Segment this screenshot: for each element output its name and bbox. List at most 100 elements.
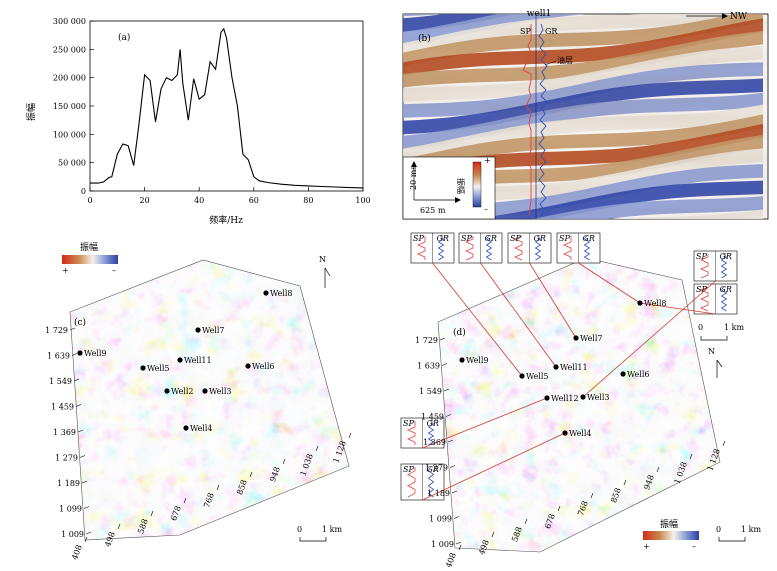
well-label: Well5	[526, 372, 549, 381]
panel-d-label: (d)	[453, 327, 466, 338]
y-tick-label: 1 279	[425, 464, 448, 473]
x-tick	[689, 453, 693, 460]
legend-plus: +	[643, 542, 650, 551]
scale-time: 20 ms	[409, 166, 418, 190]
log-inset: SP GR	[458, 232, 503, 264]
y-tick	[455, 541, 462, 545]
well-dot	[637, 300, 643, 306]
scale-km: 1 km	[741, 525, 761, 534]
scale-zero: 0	[698, 323, 703, 332]
legend-title: 振幅	[80, 241, 98, 253]
sp-curve	[699, 286, 709, 312]
callout-line	[529, 262, 577, 339]
well-dot	[77, 350, 83, 356]
y-tick-label: 1 009	[431, 540, 454, 549]
sp-curve	[699, 254, 709, 279]
well-dot	[263, 290, 269, 296]
well-label: Well3	[209, 387, 232, 396]
x-tick	[590, 492, 594, 499]
plot-frame	[89, 20, 364, 192]
y-ticks: 0 50 000 100 000 150 000 200 000 250 000 300 0…	[53, 17, 94, 196]
y-tick-label: 1 729	[415, 336, 438, 345]
well-label: Well6	[252, 362, 275, 371]
y-tick	[75, 404, 82, 407]
scale-zero: 0	[716, 525, 721, 534]
well-dot	[164, 388, 170, 394]
legend-title: 振幅	[660, 518, 678, 530]
x-tick	[315, 445, 319, 452]
callout-line	[422, 397, 548, 449]
y-tick-label: 1 549	[49, 377, 72, 386]
sp-label: SP	[559, 234, 570, 243]
y-tick	[449, 465, 456, 468]
x-tick	[216, 484, 220, 491]
direction-label: NW	[730, 12, 748, 22]
well-dot	[620, 371, 626, 377]
well-label: Well11	[184, 356, 212, 365]
y-tick-label: 0	[81, 187, 86, 196]
gr-curve	[534, 235, 542, 261]
panel-c-label: (c)	[74, 317, 86, 328]
log-inset: SP GR	[410, 232, 455, 264]
panel-d: (d) SP GR SP GR SP GR SP GR SP GR SP GR SP GR SP GR 1 7…	[400, 232, 761, 569]
y-tick	[73, 378, 80, 382]
panel-a: (a) 振幅 频率/Hz 0 50 000 100 000 150 000 200 00…	[25, 17, 371, 226]
y-tick	[445, 414, 452, 417]
well-label: Well11	[560, 363, 588, 372]
well-label: Well4	[569, 429, 592, 438]
y-tick-label: 1 639	[47, 352, 70, 361]
x-tick-label: 100	[355, 196, 370, 205]
sp-curve	[416, 236, 426, 260]
y-tick-label: 50 000	[58, 159, 86, 168]
log-inset: SP GR	[693, 250, 738, 282]
log-inset: SP GR	[400, 463, 445, 501]
y-ticks: 1 729 1 639 1 549 1 459 1 369 1 279 1 189 1 099…	[415, 336, 462, 549]
y-tick-label: 250 000	[53, 45, 86, 54]
well-label: Well4	[190, 424, 213, 433]
log-inset: SP GR	[400, 417, 445, 449]
x-tick-label: 80	[303, 196, 313, 205]
sp-label: SP	[510, 234, 521, 243]
legend-minus: –	[692, 542, 696, 551]
well-label: Well9	[466, 356, 489, 365]
sp-label: SP	[403, 419, 414, 428]
y-tick	[71, 353, 78, 356]
y-tick	[77, 429, 84, 433]
y-tick	[447, 439, 454, 443]
y-tick	[83, 506, 90, 509]
well-dot	[519, 373, 525, 379]
gr-label: GR	[583, 234, 595, 243]
x-tick	[117, 523, 121, 530]
y-tick-label: 1 099	[59, 505, 82, 514]
well-dot	[177, 357, 183, 363]
x-tick	[348, 432, 352, 439]
north-arrow: N	[319, 255, 331, 288]
sp-label: SP	[696, 285, 707, 294]
gr-curve	[720, 286, 728, 312]
sp-curve	[406, 421, 416, 445]
gr-label: GR	[427, 465, 439, 474]
y-tick-label: 1 099	[429, 515, 452, 524]
sp-label: SP	[403, 465, 414, 474]
north-label: N	[319, 255, 326, 264]
callout-lines	[422, 262, 716, 501]
sp-label: SP	[520, 27, 531, 36]
seismic-section	[403, 14, 768, 219]
x-tick	[491, 531, 495, 538]
panel-c: 振幅 + – (c) N 0 1 km 1 729 1 639 1 549 1 459…	[45, 241, 352, 561]
well-dot	[580, 394, 586, 400]
well-markers: Well8 Well7 Well9 Well11 Well5 Well6 Well12 Wel…	[459, 299, 667, 438]
well-markers: Well8 Well7 Well9 Well11 Well5 Well6 Well2 Well…	[77, 289, 293, 433]
x-tick-label: 408	[70, 544, 84, 561]
x-tick	[722, 440, 726, 447]
y-tick	[81, 480, 88, 484]
amplitude-colorbar	[472, 161, 482, 208]
x-tick	[557, 505, 561, 512]
x-tick	[656, 466, 660, 473]
x-tick-label: 20	[140, 196, 150, 205]
y-tick-label: 1 459	[51, 403, 74, 412]
panel-a-label: (a)	[118, 32, 130, 43]
y-tick	[453, 516, 460, 519]
callout-line	[480, 262, 557, 368]
x-tick	[183, 497, 187, 504]
